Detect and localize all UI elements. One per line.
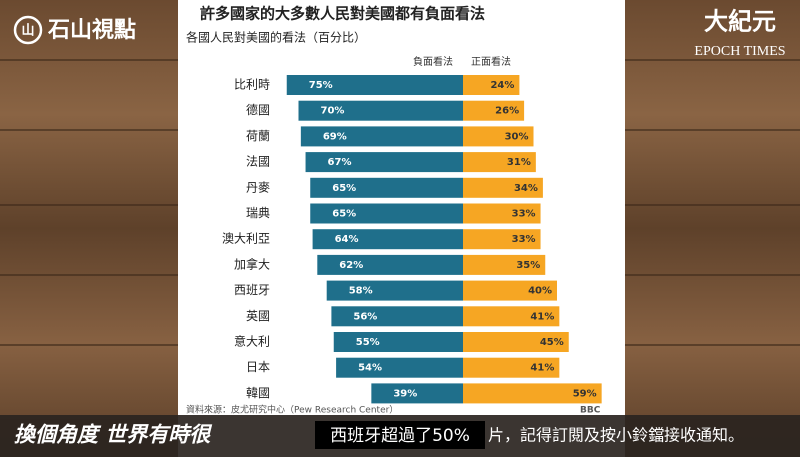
caption: 西班牙超過了50%	[330, 426, 470, 446]
source: 資料來源：皮尤研究中心（Pew Research Center）	[186, 404, 398, 416]
bar-positive	[463, 306, 560, 327]
value-label-negative: 69%	[323, 131, 347, 142]
category-label: 西班牙	[234, 283, 270, 297]
value-label-negative: 67%	[328, 157, 352, 168]
bar-positive	[463, 280, 557, 301]
category-label: 德國	[246, 102, 270, 117]
bar-negative	[286, 75, 463, 95]
value-label-positive: 24%	[490, 80, 514, 91]
category-label: 荷蘭	[246, 129, 270, 143]
category-label: 比利時	[234, 78, 270, 92]
value-label-positive: 33%	[512, 234, 536, 245]
chart-subtitle: 各國人民對美國的看法（百分比）	[186, 30, 366, 45]
value-label-negative: 54%	[358, 363, 382, 374]
bar-negative	[326, 280, 463, 301]
value-label-positive: 41%	[530, 311, 554, 322]
caption-box	[315, 421, 485, 449]
ticker-left: 換個角度 世界有時很	[14, 422, 212, 447]
category-label: 瑞典	[246, 206, 270, 220]
value-label-negative: 56%	[353, 311, 377, 322]
ticker-right: 片，記得訂閱及按小鈴鐺接收通知。	[488, 426, 744, 445]
category-label: 韓國	[246, 386, 270, 400]
brand-english: EPOCH TIMES	[694, 44, 785, 59]
bar-negative	[371, 383, 463, 404]
value-label-negative: 65%	[332, 183, 356, 194]
bar-negative	[333, 332, 463, 352]
bar-positive	[463, 203, 541, 224]
bar-positive	[463, 75, 520, 95]
value-label-positive: 40%	[528, 286, 552, 297]
bar-positive	[463, 254, 546, 275]
value-label-positive: 30%	[505, 131, 529, 142]
bar-negative	[298, 100, 463, 121]
source-logo: BBC	[580, 406, 601, 416]
bar-positive	[463, 357, 560, 378]
category-label: 日本	[246, 360, 270, 374]
value-label-negative: 75%	[309, 80, 333, 91]
value-label-positive: 41%	[530, 363, 554, 374]
bar-negative	[300, 126, 463, 147]
bar-positive	[463, 383, 602, 404]
value-label-negative: 58%	[349, 286, 373, 297]
bar-negative	[331, 306, 463, 327]
value-label-positive: 59%	[573, 388, 597, 399]
bar-negative	[310, 177, 463, 198]
bar-negative	[336, 357, 463, 378]
category-label: 丹麥	[246, 180, 270, 194]
value-label-negative: 62%	[339, 260, 363, 271]
bar-negative	[317, 254, 463, 275]
category-label: 意大利	[234, 334, 270, 349]
value-label-negative: 65%	[332, 209, 356, 220]
category-label: 英國	[246, 309, 270, 323]
bar-positive	[463, 332, 569, 352]
value-label-negative: 55%	[356, 337, 380, 348]
bar-negative	[312, 229, 463, 250]
value-label-negative: 39%	[393, 388, 417, 399]
logo-icon-glyph: 山	[21, 23, 34, 39]
bar-positive	[463, 126, 534, 147]
bar-negative	[310, 203, 463, 224]
category-label: 法國	[246, 155, 270, 169]
value-label-positive: 34%	[514, 183, 538, 194]
value-label-positive: 45%	[540, 337, 564, 348]
bar-positive	[463, 100, 525, 121]
logo-text: 石山視點	[47, 18, 136, 43]
legend-negative: 負面看法	[413, 55, 453, 68]
bar-positive	[463, 177, 543, 198]
chart-title: 許多國家的大多數人民對美國都有負面看法	[200, 5, 485, 23]
value-label-positive: 33%	[512, 209, 536, 220]
bar-negative	[305, 152, 463, 173]
brand-chinese: 大紀元	[704, 8, 776, 36]
legend-positive: 正面看法	[471, 55, 511, 68]
bar-positive	[463, 229, 541, 250]
value-label-negative: 70%	[321, 106, 345, 117]
value-label-positive: 26%	[495, 106, 519, 117]
logo-icon	[13, 15, 43, 45]
value-label-negative: 64%	[335, 234, 359, 245]
value-label-positive: 35%	[516, 260, 540, 271]
category-label: 加拿大	[234, 256, 270, 271]
bar-positive	[463, 152, 536, 173]
value-label-positive: 31%	[507, 157, 531, 168]
category-label: 澳大利亞	[222, 232, 270, 246]
